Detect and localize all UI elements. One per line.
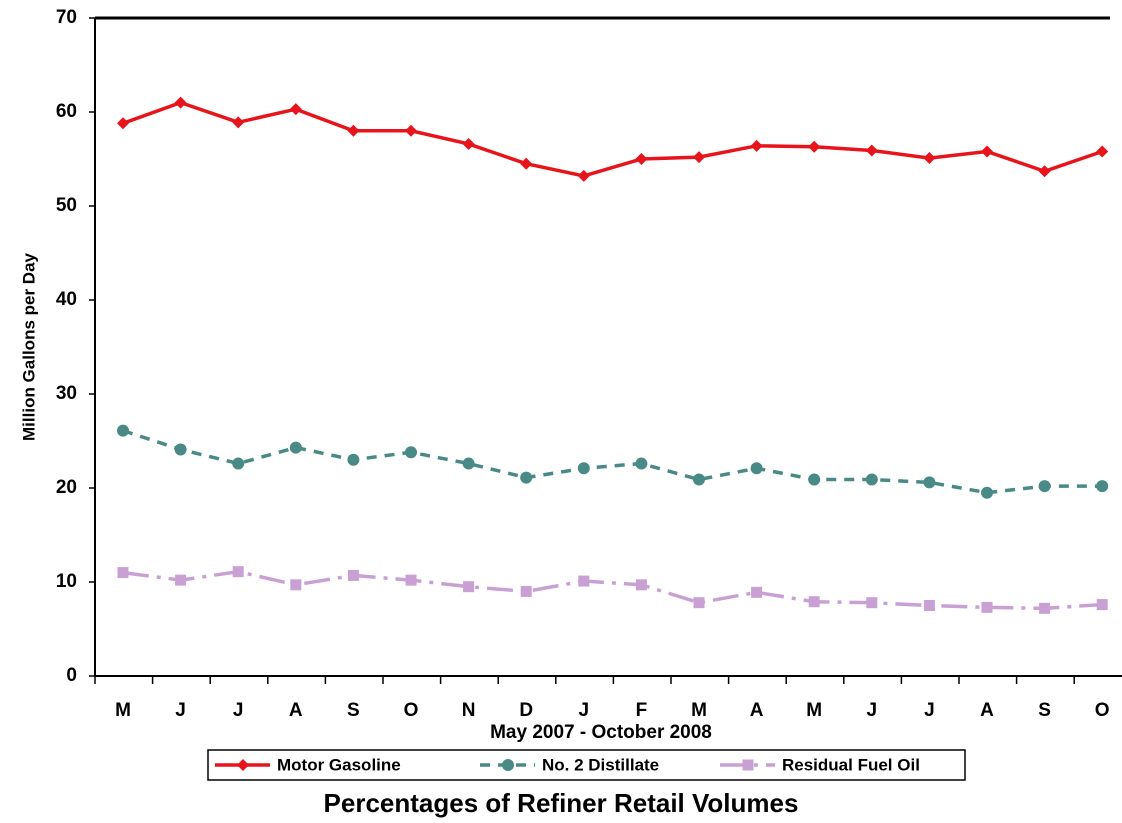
x-tick-label: M bbox=[691, 700, 707, 721]
point bbox=[520, 157, 533, 170]
point bbox=[289, 103, 302, 116]
x-tick-label: D bbox=[519, 700, 533, 721]
point bbox=[693, 597, 705, 609]
series-line bbox=[122, 100, 1103, 178]
x-tick-label: J bbox=[233, 700, 244, 721]
point bbox=[981, 601, 993, 613]
point bbox=[117, 117, 129, 130]
x-tick-label: N bbox=[462, 700, 476, 721]
y-axis-label: Million Gallons per Day bbox=[19, 252, 38, 441]
legend-label: No. 2 Distillate bbox=[542, 755, 659, 774]
x-tick-label: A bbox=[980, 700, 994, 721]
point bbox=[808, 140, 821, 153]
x-tick-label: J bbox=[867, 700, 878, 721]
point bbox=[289, 441, 302, 454]
y-tick-label: 40 bbox=[56, 289, 77, 310]
y-tick-label: 20 bbox=[56, 477, 77, 498]
point bbox=[175, 574, 187, 586]
chart-title: Percentages of Refiner Retail Volumes bbox=[324, 788, 799, 818]
point bbox=[462, 137, 475, 150]
y-tick-label: 10 bbox=[56, 571, 77, 592]
point bbox=[405, 574, 417, 586]
point bbox=[1039, 602, 1051, 614]
point bbox=[635, 579, 647, 591]
point bbox=[808, 596, 820, 608]
legend-label: Residual Fuel Oil bbox=[782, 755, 920, 774]
point bbox=[577, 169, 590, 182]
point bbox=[463, 581, 475, 593]
point bbox=[693, 473, 705, 486]
point bbox=[750, 462, 763, 475]
x-tick-label: A bbox=[289, 700, 303, 721]
point bbox=[578, 575, 590, 587]
point bbox=[635, 457, 648, 470]
point bbox=[865, 473, 878, 486]
x-tick-label: J bbox=[924, 700, 935, 721]
point bbox=[866, 597, 878, 609]
x-tick-label: A bbox=[750, 700, 764, 721]
x-tick-label: O bbox=[404, 700, 419, 721]
point bbox=[405, 124, 417, 137]
point bbox=[347, 124, 360, 137]
point bbox=[751, 586, 763, 598]
x-tick-label: F bbox=[636, 700, 648, 721]
x-tick-label: O bbox=[1095, 700, 1110, 721]
y-tick-label: 30 bbox=[56, 383, 77, 404]
x-axis-label: May 2007 - October 2008 bbox=[490, 722, 712, 743]
point bbox=[117, 424, 129, 437]
point bbox=[347, 569, 359, 581]
point bbox=[1038, 165, 1051, 178]
point bbox=[923, 600, 935, 611]
point bbox=[232, 457, 245, 470]
point bbox=[520, 585, 532, 597]
legend-marker bbox=[237, 759, 249, 771]
x-tick-label: S bbox=[347, 700, 360, 721]
point bbox=[808, 473, 821, 486]
point bbox=[923, 476, 936, 489]
point bbox=[405, 446, 417, 459]
y-tick-label: 60 bbox=[56, 101, 77, 122]
series-line bbox=[122, 569, 1103, 611]
point bbox=[865, 144, 878, 157]
x-tick-label: J bbox=[175, 700, 186, 721]
legend-marker bbox=[742, 759, 754, 771]
point bbox=[462, 457, 475, 470]
point bbox=[981, 145, 993, 158]
point bbox=[290, 579, 302, 591]
point bbox=[923, 152, 936, 165]
point bbox=[117, 567, 129, 579]
point bbox=[750, 139, 763, 152]
point bbox=[1096, 145, 1109, 158]
point bbox=[1096, 480, 1109, 493]
x-tick-label: J bbox=[579, 700, 590, 721]
point bbox=[693, 151, 705, 164]
point bbox=[520, 471, 533, 484]
point bbox=[1096, 599, 1108, 611]
x-tick-label: S bbox=[1038, 700, 1051, 721]
legend-box bbox=[207, 749, 966, 781]
point bbox=[232, 116, 245, 129]
point bbox=[174, 443, 187, 456]
y-tick-label: 50 bbox=[56, 195, 77, 216]
point bbox=[232, 566, 244, 578]
point bbox=[635, 153, 648, 165]
y-tick-label: 70 bbox=[56, 7, 77, 28]
y-tick-label: 0 bbox=[66, 665, 77, 686]
point bbox=[174, 96, 187, 109]
series-line bbox=[122, 428, 1103, 495]
legend-label: Motor Gasoline bbox=[277, 755, 401, 774]
point bbox=[981, 486, 993, 499]
legend-marker bbox=[502, 759, 514, 771]
point bbox=[347, 453, 360, 466]
x-tick-label: M bbox=[115, 700, 131, 721]
x-tick-label: M bbox=[806, 700, 822, 721]
point bbox=[1038, 480, 1051, 493]
point bbox=[577, 462, 590, 475]
